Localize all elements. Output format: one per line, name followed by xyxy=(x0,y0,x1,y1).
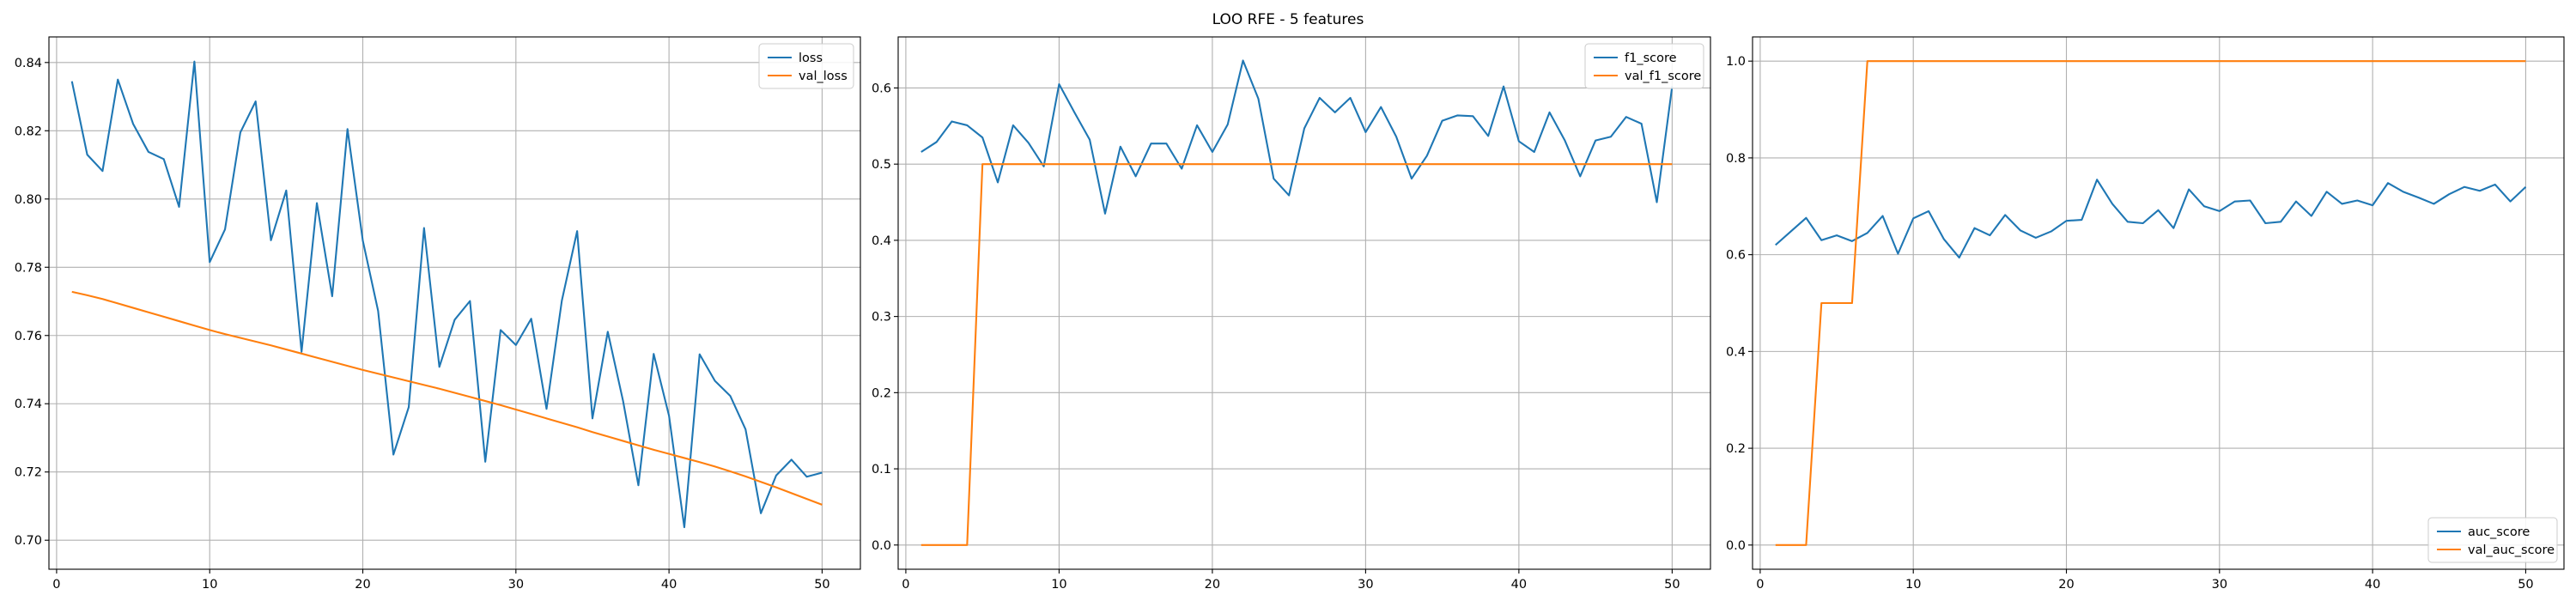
subplot-2-xtick-label: 30 xyxy=(1358,578,1373,592)
subplot-2-xtick-label: 10 xyxy=(1051,578,1066,592)
subplot-1-ytick-label: 0.70 xyxy=(15,534,42,548)
subplot-2-ytick-label: 0.2 xyxy=(872,386,891,400)
subplot-1-ytick-label: 0.80 xyxy=(15,193,42,207)
subplot-1-ytick-label: 0.74 xyxy=(15,398,42,411)
legend-frame xyxy=(2427,517,2558,563)
subplot-3-xtick-label: 50 xyxy=(2518,578,2533,592)
subplot-2-legend: f1_score val_f1_score xyxy=(1584,43,1704,89)
subplot-3: 0 10 20 30 40 50 0.0 0.2 0.4 0.6 0.8 1.0 auc_scoreva… xyxy=(1726,36,2565,592)
subplot-3-ytick-label: 0.8 xyxy=(1726,152,1746,166)
subplot-1-ytick-label: 0.84 xyxy=(15,57,42,70)
legend-label-loss: loss xyxy=(799,52,823,65)
subplot-1-xtick-label: 30 xyxy=(508,578,524,592)
figure-title: LOO RFE - 5 features xyxy=(1212,11,1364,28)
legend-label-val-f1-score: val_f1_score xyxy=(1625,70,1701,83)
subplot-2-xtick-label: 20 xyxy=(1205,578,1220,592)
subplot-1-legend: loss val_loss xyxy=(758,43,854,89)
subplot-3-xtick-label: 10 xyxy=(1905,578,1921,592)
series-line-f1-score xyxy=(920,59,1674,215)
subplot-2-frame xyxy=(897,36,1711,570)
subplot-2-xtick-label: 0 xyxy=(902,578,909,592)
subplot-2-ytick-label: 0.3 xyxy=(872,311,891,325)
subplot-3-xtick-label: 40 xyxy=(2365,578,2380,592)
subplot-1-ytick-label: 0.72 xyxy=(15,466,42,480)
legend-label-val-auc-score: val_auc_score xyxy=(2468,543,2555,557)
legend-label-auc-score: auc_score xyxy=(2468,525,2530,539)
subplot-3-ytick-label: 1.0 xyxy=(1726,55,1746,69)
subplot-1-ytick-label: 0.76 xyxy=(15,330,42,343)
subplot-1-xtick-label: 20 xyxy=(355,578,370,592)
subplot-2-ytick-label: 0.1 xyxy=(872,463,891,477)
subplot-1-xtick-label: 50 xyxy=(814,578,829,592)
legend-frame xyxy=(1584,43,1704,89)
series-line-auc-score xyxy=(1775,179,2527,259)
subplot-2-xtick-label: 50 xyxy=(1664,578,1680,592)
subplot-3-xtick-label: 0 xyxy=(1756,578,1764,592)
subplot-3-ytick-label: 0.0 xyxy=(1726,539,1746,553)
series-line-loss xyxy=(70,60,823,529)
subplot-1: 0 10 20 30 40 50 0.70 0.72 0.74 0.76 0.78 0.80 0.82 0… xyxy=(15,36,861,592)
subplot-1-frame xyxy=(48,36,861,570)
subplot-1-ytick-label: 0.78 xyxy=(15,261,42,275)
legend-frame xyxy=(758,43,854,89)
subplot-3-xtick-label: 20 xyxy=(2058,578,2074,592)
subplot-3-ytick-label: 0.2 xyxy=(1726,442,1746,456)
subplot-1-ytick-label: 0.82 xyxy=(15,124,42,138)
subplot-3-xtick-label: 30 xyxy=(2212,578,2227,592)
subplot-1-xtick-label: 40 xyxy=(661,578,677,592)
subplot-3-legend: auc_score val_auc_score xyxy=(2427,517,2558,563)
series-line-val-auc-score xyxy=(1775,60,2526,546)
subplot-1-xtick-label: 0 xyxy=(52,578,60,592)
subplot-2: 0 10 20 30 40 50 0.0 0.1 0.2 0.3 0.4 0.5 0.6 f1_score… xyxy=(872,36,1711,592)
legend-label-val-loss: val_loss xyxy=(799,70,848,83)
subplot-1-xtick-label: 10 xyxy=(202,578,217,592)
subplot-2-ytick-label: 0.4 xyxy=(872,234,891,248)
subplot-3-frame xyxy=(1752,36,2565,570)
subplot-2-ytick-label: 0.5 xyxy=(872,158,891,172)
subplot-3-ytick-label: 0.4 xyxy=(1726,345,1746,359)
series-line-val-loss xyxy=(71,290,823,506)
subplot-2-ytick-label: 0.0 xyxy=(872,539,891,553)
subplot-2-xtick-label: 40 xyxy=(1511,578,1527,592)
legend-label-f1-score: f1_score xyxy=(1625,52,1677,65)
subplot-2-ytick-label: 0.6 xyxy=(872,82,891,95)
series-line-val-f1-score xyxy=(920,163,1673,546)
subplot-3-ytick-label: 0.6 xyxy=(1726,249,1746,263)
